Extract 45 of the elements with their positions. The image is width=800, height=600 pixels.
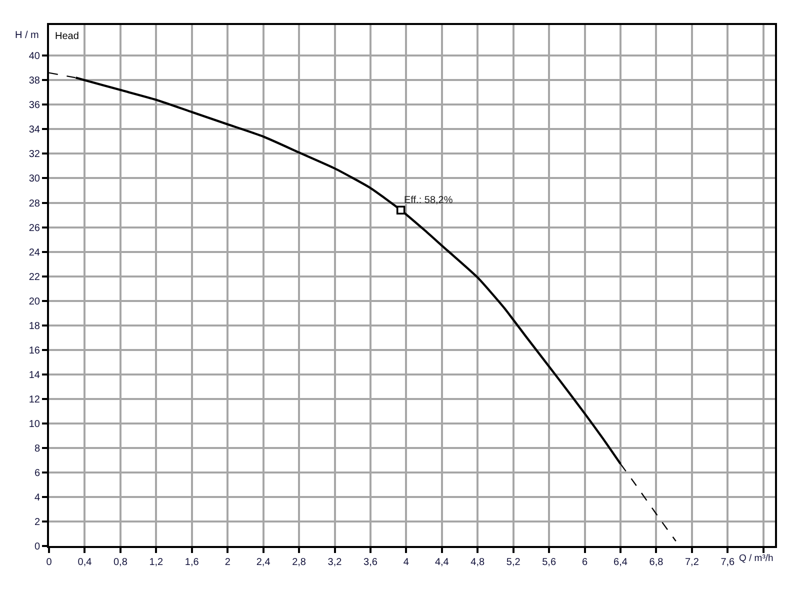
x-tick-label: 6 — [582, 557, 588, 568]
y-tick-label: 30 — [28, 174, 40, 185]
y-tick-label: 18 — [28, 320, 40, 332]
x-tick-label: 4,4 — [434, 557, 450, 568]
x-tick-label: 6,4 — [614, 557, 628, 568]
y-tick-label: 20 — [28, 296, 40, 308]
y-tick-label: 28 — [28, 198, 40, 210]
x-tick-label: 2 — [224, 557, 231, 568]
x-tick-label: 5,2 — [506, 557, 521, 568]
x-tick-label: 7,2 — [684, 557, 700, 568]
y-tick-label: 40 — [28, 51, 40, 62]
y-tick-label: 26 — [28, 222, 40, 234]
x-tick-label: 2,8 — [292, 557, 306, 568]
y-tick-label: 32 — [28, 149, 40, 160]
y-tick-label: 12 — [28, 394, 40, 406]
y-tick-label: 22 — [28, 272, 40, 283]
y-tick-label: 38 — [28, 76, 40, 87]
y-tick-label: 10 — [28, 418, 40, 430]
x-tick-label: 3,6 — [364, 557, 378, 568]
y-tick-label: 24 — [28, 247, 40, 258]
y-tick-label: 2 — [34, 516, 40, 528]
y-tick-label: 14 — [28, 370, 40, 381]
x-tick-label: 6,8 — [649, 557, 664, 568]
x-tick-label: 3,2 — [328, 557, 342, 568]
y-tick-label: 4 — [34, 492, 40, 504]
x-tick-label: 7,6 — [720, 557, 736, 568]
y-axis-title: H / m — [15, 30, 39, 41]
y-tick-label: 6 — [34, 468, 40, 479]
x-tick-label: 0 — [46, 557, 52, 568]
y-tick-label: 34 — [28, 124, 40, 136]
y-tick-label: 16 — [28, 345, 40, 356]
text: Head — [55, 31, 79, 42]
y-tick-label: 8 — [34, 443, 40, 454]
x-tick-label: 1,2 — [149, 557, 164, 568]
y-tick-label: 0 — [34, 542, 40, 552]
x-tick-label: 4,8 — [470, 557, 486, 568]
x-tick-label: 4 — [403, 557, 410, 568]
x-tick-label: 2,4 — [256, 557, 271, 568]
annotation: Eff.: 58,2% — [404, 195, 453, 206]
x-axis-title: Q / m³/h — [739, 553, 774, 564]
x-tick-label: 0,8 — [113, 557, 128, 568]
y-tick-label: 36 — [28, 100, 40, 112]
x-tick-label: 0,4 — [78, 557, 92, 568]
x-tick-label: 5,6 — [542, 557, 556, 568]
x-tick-label: 1,6 — [184, 557, 200, 568]
